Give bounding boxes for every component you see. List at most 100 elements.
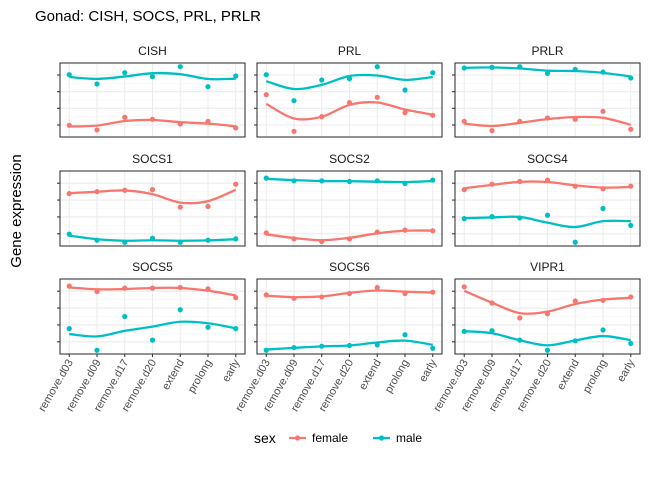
point-cish-male-remove-d03 — [66, 72, 72, 78]
point-socs6-female-remove-d03 — [263, 292, 269, 298]
point-socs6-female-remove-d09 — [291, 295, 297, 301]
point-prlr-male-remove-d17 — [517, 64, 523, 70]
y-axis-label: Gene expression — [8, 154, 25, 267]
point-cish-female-prolong — [205, 118, 211, 124]
legend-entry-male: male — [373, 431, 422, 445]
point-vipr1-male-extend — [572, 338, 578, 344]
point-socs1-female-remove-d17 — [122, 187, 128, 193]
point-socs5-male-extend — [177, 307, 183, 313]
facet-socs6: SOCS6 — [254, 260, 443, 357]
facet-label-prl: PRL — [338, 44, 362, 58]
point-prlr-male-early — [628, 75, 634, 81]
point-socs1-male-remove-d03 — [66, 231, 72, 237]
point-socs6-female-remove-d17 — [319, 294, 325, 300]
point-socs2-male-extend — [374, 178, 380, 184]
point-socs5-male-early — [233, 326, 239, 332]
panel-border — [256, 62, 443, 138]
point-socs4-male-remove-d09 — [489, 214, 495, 220]
point-socs1-female-remove-d20 — [149, 187, 156, 193]
point-socs5-male-remove-d17 — [122, 313, 128, 320]
point-socs1-male-remove-d20 — [149, 235, 156, 241]
facet-prl: PRL — [254, 44, 443, 138]
point-prl-female-prolong — [402, 110, 408, 116]
legend-key-point — [294, 435, 301, 441]
x-tick-label: prolong — [383, 358, 412, 396]
point-socs6-male-early — [430, 345, 436, 351]
point-socs6-male-remove-d20 — [346, 342, 353, 349]
point-prlr-female-early — [628, 126, 634, 132]
point-socs5-female-extend — [177, 284, 183, 291]
x-tick-label: extend — [555, 358, 582, 393]
facet-prlr: PRLR — [452, 44, 641, 138]
point-prl-female-extend — [374, 94, 380, 100]
point-socs1-female-early — [233, 181, 239, 187]
point-socs4-female-remove-d03 — [461, 187, 467, 193]
facet-label-socs2: SOCS2 — [329, 152, 370, 166]
point-prlr-male-remove-d20 — [544, 70, 551, 76]
facet-socs1: SOCS1 — [57, 152, 246, 247]
point-socs4-male-remove-d17 — [517, 215, 523, 221]
point-socs4-female-remove-d09 — [489, 181, 495, 187]
facet-label-socs4: SOCS4 — [527, 152, 568, 166]
point-prlr-female-remove-d20 — [544, 115, 551, 121]
panel-border — [59, 170, 246, 247]
point-socs4-male-extend — [572, 239, 578, 245]
point-prl-female-remove-d17 — [319, 114, 325, 120]
facet-label-prlr: PRLR — [531, 44, 563, 58]
point-socs2-female-remove-d03 — [263, 230, 269, 236]
chart-title: Gonad: CISH, SOCS, PRL, PRLR — [35, 8, 261, 25]
point-socs4-male-remove-d20 — [544, 212, 551, 218]
facet-label-socs6: SOCS6 — [329, 260, 370, 274]
point-socs6-male-prolong — [402, 332, 408, 338]
point-cish-female-remove-d03 — [66, 122, 72, 128]
point-socs1-female-prolong — [205, 203, 211, 210]
point-prl-female-early — [430, 112, 436, 118]
point-prlr-female-remove-d17 — [517, 118, 523, 124]
point-prl-male-remove-d09 — [291, 98, 297, 104]
point-socs1-male-remove-d17 — [122, 239, 128, 245]
point-vipr1-female-remove-d09 — [489, 300, 495, 306]
x-tick-label: prolong — [581, 358, 610, 396]
panel-border — [454, 62, 641, 138]
point-vipr1-male-remove-d17 — [517, 337, 523, 343]
panel-border — [59, 62, 246, 138]
point-prl-female-remove-d09 — [291, 128, 297, 134]
point-socs4-male-early — [628, 222, 634, 228]
point-socs1-female-remove-d03 — [66, 191, 72, 197]
facet-socs4: SOCS4 — [452, 152, 641, 247]
point-socs6-female-prolong — [402, 290, 408, 297]
legend-key-point — [378, 435, 385, 441]
x-tick-label: early — [615, 357, 638, 384]
facet-label-socs5: SOCS5 — [132, 260, 173, 274]
point-socs6-male-remove-d17 — [319, 343, 325, 349]
point-socs1-female-remove-d09 — [94, 189, 100, 195]
point-socs5-male-remove-d03 — [66, 326, 72, 332]
x-tick-label: extend — [357, 358, 384, 393]
panel-border — [256, 170, 443, 247]
point-socs1-male-remove-d09 — [94, 237, 100, 243]
point-vipr1-female-remove-d20 — [544, 311, 551, 317]
point-prlr-female-remove-d03 — [461, 118, 467, 124]
point-socs5-female-remove-d03 — [66, 283, 72, 289]
point-cish-female-remove-d17 — [122, 114, 128, 120]
point-vipr1-female-remove-d03 — [461, 284, 467, 290]
point-socs6-female-extend — [374, 284, 380, 291]
series-line-cish-male — [69, 71, 236, 81]
point-cish-male-prolong — [205, 84, 211, 90]
x-tick-label: early — [417, 357, 440, 384]
point-cish-female-extend — [177, 121, 183, 127]
point-socs1-male-extend — [177, 239, 183, 245]
point-socs2-male-remove-d17 — [319, 178, 325, 184]
point-vipr1-female-extend — [572, 298, 578, 304]
point-vipr1-male-early — [628, 340, 634, 347]
point-socs2-female-extend — [374, 229, 380, 235]
facet-label-vipr1: VIPR1 — [530, 260, 565, 274]
point-socs6-male-remove-d09 — [291, 344, 297, 351]
point-prlr-female-extend — [572, 116, 578, 122]
facet-panels: CISH PRL PRLR SOCS1 SOCS2 SOCS4 SOCS5 SOCS6 VIPR… — [57, 44, 641, 357]
point-socs2-female-early — [430, 228, 436, 234]
point-socs5-female-remove-d09 — [94, 288, 100, 295]
point-socs2-male-remove-d09 — [291, 178, 297, 184]
point-prlr-female-prolong — [600, 108, 606, 114]
point-prlr-male-extend — [572, 66, 578, 72]
